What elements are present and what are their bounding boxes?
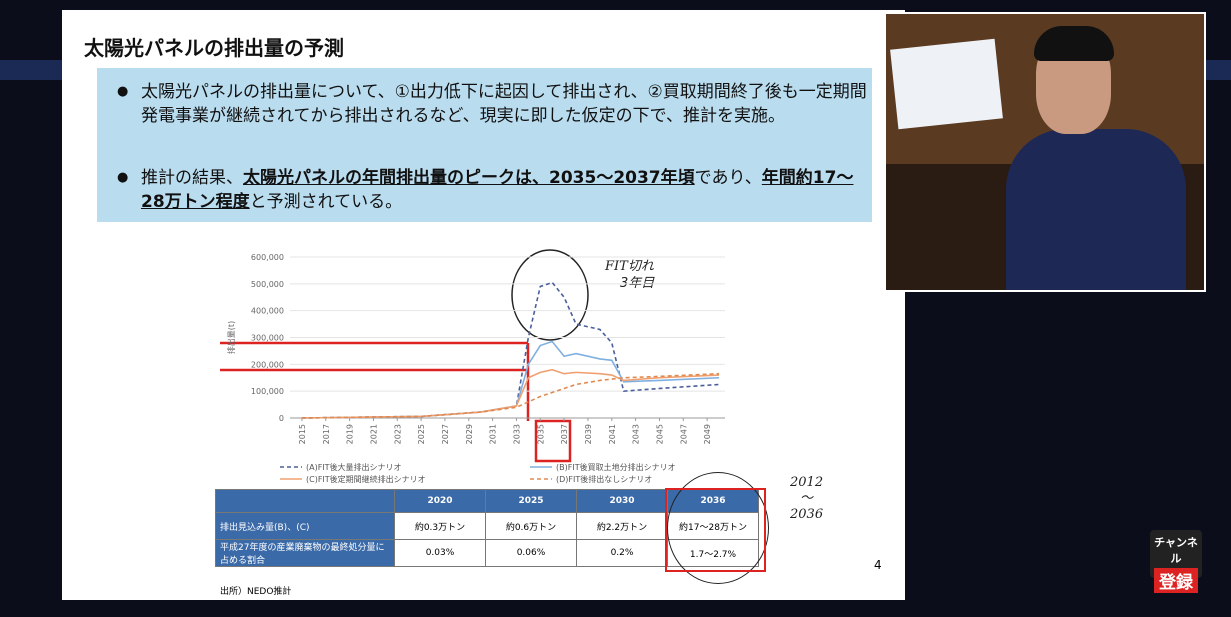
chart: FIT切れ 3年目 0100,000200,000300,000400,0005… (220, 249, 725, 484)
header-cell (215, 489, 395, 513)
bullet-emphasis: 太陽光パネルの年間排出量のピークは、2035〜2037年頃 (243, 168, 695, 188)
header-cell: 2030 (576, 489, 668, 513)
handwriting-line: 2012 (790, 475, 824, 490)
hand-circle (667, 472, 769, 584)
x-tick-label: 2045 (655, 424, 664, 444)
series-line (301, 281, 720, 419)
bullet-text: と予測されている。 (249, 192, 403, 212)
table-cell: 0.06% (485, 539, 577, 567)
table-cell: 約0.6万トン (485, 512, 577, 540)
hand-circle (511, 249, 589, 341)
x-tick-label: 2041 (608, 424, 617, 444)
button-text: 登録 (1154, 568, 1198, 593)
annotation-box (534, 419, 572, 463)
bullet-text: 推計の結果、 (141, 168, 243, 188)
legend-label: (A)FIT後大量排出シナリオ (306, 462, 402, 472)
series-line (301, 372, 720, 419)
table-cell: 排出見込み量(B)、(C) (215, 512, 395, 540)
slide: 太陽光パネルの排出量の予測 太陽光パネルの排出量について、①出力低下に起因して排… (62, 10, 905, 600)
video-inset (884, 12, 1206, 292)
x-tick-label: 2015 (298, 424, 307, 444)
header-cell: 2025 (485, 489, 577, 513)
table-cell: 0.03% (394, 539, 486, 567)
y-tick-label: 600,000 (251, 253, 284, 262)
bullet-box: 太陽光パネルの排出量について、①出力低下に起因して排出され、②買取期間終了後も一… (97, 68, 872, 222)
legend-label: (D)FIT後排出なしシナリオ (556, 474, 652, 484)
x-tick-label: 2033 (512, 424, 521, 444)
header-cell: 2020 (394, 489, 486, 513)
legend-label: (C)FIT後定期間継続排出シナリオ (306, 474, 426, 484)
highlight-box (665, 488, 766, 572)
y-tick-label: 400,000 (251, 307, 284, 316)
page-number: 4 (874, 558, 882, 572)
x-tick-label: 2019 (346, 424, 355, 444)
y-tick-label: 500,000 (251, 280, 284, 289)
person-suit (1006, 129, 1186, 290)
table-wrap: 2020 2025 2030 2036 排出見込み量(B)、(C) 約0.3万トン 約0.6… (215, 489, 759, 567)
x-tick-label: 2035 (536, 424, 545, 444)
table-cell: 0.2% (576, 539, 668, 567)
bullet: 太陽光パネルの排出量について、①出力低下に起因して排出され、②買取期間終了後も一… (117, 80, 871, 128)
y-tick-label: 300,000 (251, 334, 284, 343)
legend-label: (B)FIT後買取土地分排出シナリオ (556, 462, 676, 472)
x-tick-label: 2025 (417, 424, 426, 444)
table-cell: 平成27年度の産業廃棄物の最終処分量に占める割合 (215, 539, 395, 567)
x-tick-label: 2023 (393, 424, 402, 444)
source: 出所）NEDO推計 (220, 587, 292, 597)
slide-title: 太陽光パネルの排出量の予測 (84, 36, 344, 60)
x-tick-label: 2021 (369, 424, 378, 444)
x-tick-label: 2043 (632, 424, 641, 444)
bullet-text: 太陽光パネルの排出量について、①出力低下に起因して排出され、②買取期間終了後も一… (141, 82, 867, 126)
bullet: 推計の結果、太陽光パネルの年間排出量のピークは、2035〜2037年頃であり、年… (117, 166, 871, 214)
y-tick-label: 0 (279, 414, 284, 423)
y-axis-label: 排出量(t) (226, 321, 236, 354)
x-tick-label: 2017 (322, 424, 331, 444)
x-tick-label: 2037 (560, 424, 569, 444)
handwriting-line: 2036 (790, 507, 824, 522)
x-tick-label: 2027 (441, 424, 450, 444)
table-cell: 約0.3万トン (394, 512, 486, 540)
y-tick-label: 100,000 (251, 387, 284, 396)
handwriting: FIT切れ (604, 259, 655, 274)
x-tick-label: 2039 (584, 424, 593, 444)
table: 2020 2025 2030 2036 排出見込み量(B)、(C) 約0.3万トン 約0.6… (215, 489, 759, 567)
person-hair (1034, 26, 1114, 61)
handwriting: 2012 〜 2036 (790, 475, 823, 523)
bullet-text: であり、 (694, 168, 762, 188)
x-tick-label: 2029 (465, 424, 474, 444)
handwriting-line: 〜 (800, 491, 814, 506)
table-cell: 約2.2万トン (576, 512, 668, 540)
x-tick-label: 2049 (703, 424, 712, 444)
x-tick-label: 2047 (679, 424, 688, 444)
subscribe-button[interactable]: チャンネル 登録 (1150, 530, 1202, 593)
x-tick-label: 2031 (489, 424, 498, 444)
y-tick-label: 200,000 (251, 360, 284, 369)
paper (890, 38, 1003, 130)
bullet-emphasis: 年間約17〜28万トン程度 (141, 168, 854, 212)
button-text: チャンネル (1154, 536, 1198, 565)
